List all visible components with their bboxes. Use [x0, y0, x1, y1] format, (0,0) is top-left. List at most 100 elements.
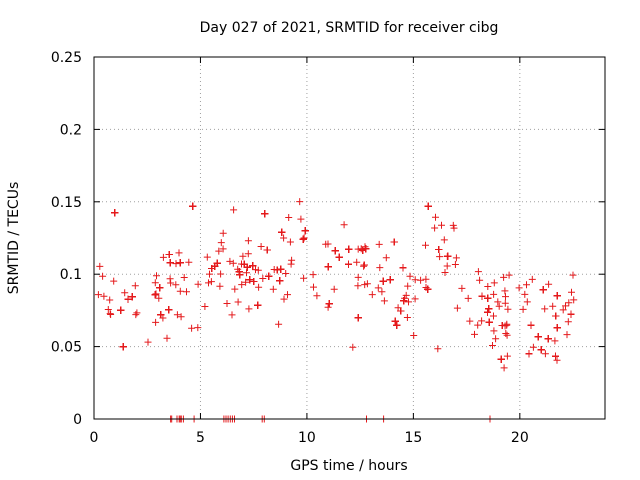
data-point [111, 209, 119, 217]
data-point [300, 274, 308, 282]
data-point [541, 305, 549, 313]
data-point [345, 260, 352, 268]
data-point [422, 284, 430, 291]
data-point [216, 282, 224, 290]
data-point [172, 281, 180, 289]
data-point [474, 268, 482, 276]
data-point [549, 302, 557, 310]
data-point [273, 266, 281, 274]
data-point [492, 335, 500, 343]
data-point [205, 279, 212, 287]
data-point [242, 278, 250, 286]
data-point [490, 312, 497, 320]
data-point [167, 279, 175, 287]
data-point [236, 271, 244, 279]
data-point [177, 313, 185, 321]
data-point [183, 288, 190, 296]
data-point [551, 337, 559, 345]
data-point [239, 252, 247, 260]
data-point [124, 295, 132, 303]
data-point [449, 221, 457, 229]
data-point [173, 311, 181, 319]
data-point [284, 291, 291, 299]
data-point [180, 274, 188, 281]
data-point [234, 298, 242, 306]
data-point [570, 296, 578, 304]
data-point [485, 318, 493, 326]
data-point [417, 276, 425, 284]
data-point [386, 276, 394, 284]
data-point [235, 268, 243, 276]
data-point [244, 250, 252, 258]
data-point [189, 202, 197, 210]
data-point [152, 318, 160, 326]
data-point [444, 252, 452, 260]
data-point [406, 272, 414, 280]
data-point [151, 279, 159, 287]
data-point [280, 234, 288, 242]
data-point [282, 270, 290, 277]
data-point [325, 300, 333, 308]
plot-frame [93, 56, 606, 420]
y-tick-label: 0.15 [51, 195, 82, 211]
data-point [250, 278, 258, 285]
data-point [393, 321, 401, 329]
data-point [285, 214, 293, 221]
data-point [527, 321, 535, 329]
data-point [104, 306, 112, 313]
data-point [330, 285, 338, 293]
data-point [431, 224, 439, 232]
data-point [100, 292, 108, 300]
data-point [476, 276, 484, 284]
data-point [563, 331, 571, 339]
data-point [144, 338, 152, 346]
data-point [110, 277, 118, 285]
data-point [523, 281, 530, 289]
data-point [152, 290, 160, 298]
data-point [117, 306, 125, 314]
data-point [434, 345, 442, 353]
data-point [399, 264, 407, 272]
data-point [424, 202, 432, 210]
data-point [404, 282, 412, 290]
data-point [391, 317, 399, 325]
data-point [324, 263, 332, 271]
data-point [552, 312, 560, 320]
data-point [410, 332, 418, 339]
data-point [458, 284, 466, 292]
data-point [309, 271, 317, 279]
data-point [194, 280, 202, 288]
data-point [310, 283, 317, 291]
data-point [528, 275, 536, 283]
data-point [568, 288, 575, 296]
x-tick-label: 0 [90, 430, 99, 446]
data-point [360, 261, 368, 269]
data-point [553, 292, 561, 300]
data-point [505, 271, 513, 279]
data-point [335, 253, 343, 261]
data-point [452, 254, 460, 262]
data-point [500, 364, 508, 372]
data-point [500, 273, 508, 281]
data-point [288, 256, 296, 264]
data-point [340, 221, 348, 229]
data-point [156, 284, 164, 292]
data-point [362, 245, 370, 253]
data-point [297, 215, 305, 223]
data-point [133, 309, 141, 317]
data-point [106, 296, 114, 304]
data-point [208, 265, 216, 272]
data-point [424, 285, 432, 293]
data-point [553, 356, 561, 364]
data-point [466, 317, 474, 325]
data-point [246, 276, 254, 284]
data-point [194, 324, 202, 332]
data-point [254, 301, 262, 309]
data-point [368, 291, 376, 299]
data-point [559, 306, 567, 314]
data-point [484, 283, 492, 290]
data-point [501, 287, 509, 295]
data-point [219, 245, 227, 253]
axis-ticks: 0 5 10 15 20 0 0.05 0.1 0.15 0.2 0.25 [51, 50, 605, 446]
data-point [119, 343, 127, 351]
